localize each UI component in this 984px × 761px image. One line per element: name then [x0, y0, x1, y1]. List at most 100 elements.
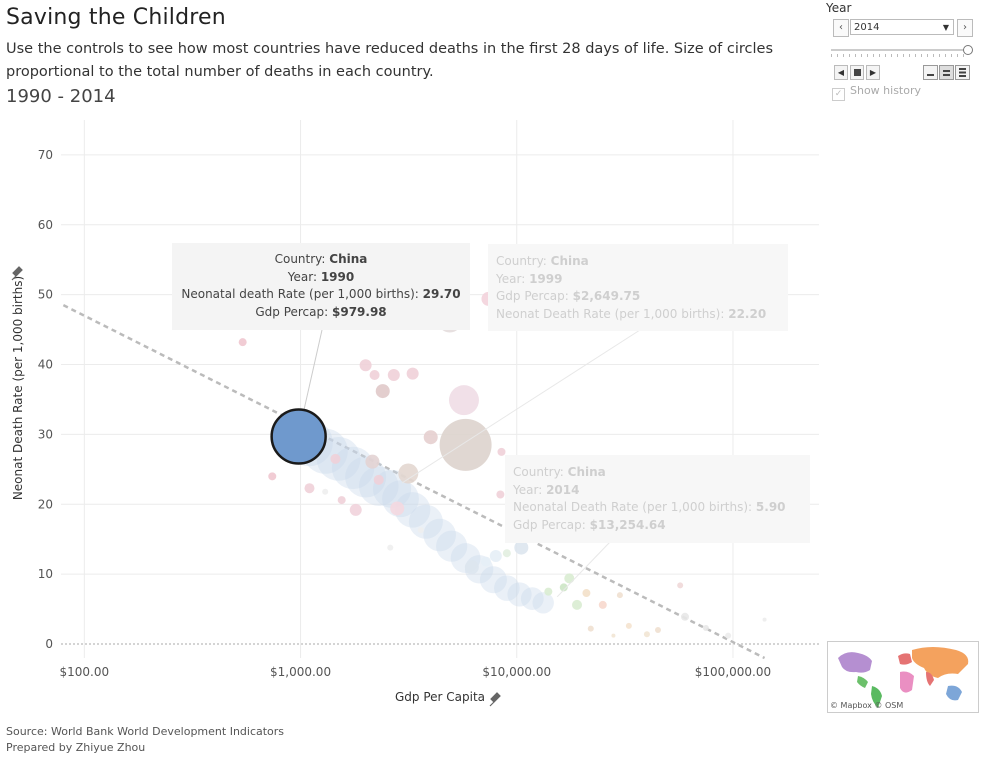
- speed-medium-button[interactable]: [939, 65, 954, 80]
- y-tick-label: 70: [38, 148, 53, 162]
- play-forward-icon: ▶: [869, 68, 877, 77]
- country-point: [373, 474, 384, 485]
- tip-year-value: 1990: [320, 269, 355, 284]
- china-highlight-mark[interactable]: [270, 408, 327, 465]
- x-axis-pin-icon[interactable]: [489, 692, 501, 707]
- tip-rate-label: Neonat Death Rate (per 1,000 births):: [496, 306, 725, 321]
- author-line: Prepared by Zhiyue Zhou: [6, 741, 146, 754]
- tip-year-value: 1999: [529, 271, 563, 286]
- stop-button[interactable]: [850, 65, 864, 80]
- tip-gdp-label: Gdp Percap:: [496, 289, 569, 303]
- speed-slow-button[interactable]: [923, 65, 938, 80]
- y-tick-label: 20: [38, 497, 53, 511]
- country-point: [387, 369, 400, 382]
- tip-rate-label: Neonatal Death Rate (per 1,000 births):: [513, 500, 753, 514]
- country-point: [330, 453, 341, 464]
- country-point: [369, 370, 380, 381]
- tip-country-label: Country:: [496, 254, 547, 268]
- history-trail-point: [331, 446, 375, 490]
- tip-rate-label: Neonatal death Rate (per 1,000 births):: [181, 287, 419, 301]
- stop-icon: [853, 69, 861, 76]
- year-control-panel: Year ‹ 2014 ▼ › ◀ ▶ ✓ Show history: [826, 0, 976, 105]
- country-point: [365, 454, 380, 469]
- play-backward-button[interactable]: ◀: [834, 65, 848, 80]
- play-forward-button[interactable]: ▶: [866, 65, 880, 80]
- tip-country-value: China: [550, 254, 589, 268]
- country-point: [702, 624, 709, 631]
- next-year-button[interactable]: ›: [957, 19, 973, 37]
- tip-gdp-label: Gdp Percap:: [513, 517, 586, 532]
- world-map-icon: [838, 647, 969, 708]
- y-axis-title: Neonat Death Rate (per 1,000 births): [11, 276, 25, 500]
- tip-country-label: Country:: [513, 465, 564, 479]
- x-tick-label: $100.00: [60, 665, 110, 679]
- country-point: [572, 599, 583, 610]
- speed-medium-icon: [943, 70, 950, 76]
- history-trail-point: [436, 530, 468, 562]
- country-point: [398, 463, 419, 484]
- speed-fast-button[interactable]: [955, 65, 970, 80]
- year-dropdown-value: 2014: [854, 22, 880, 33]
- history-trail-point: [358, 466, 399, 506]
- checkbox-icon: ✓: [832, 88, 845, 101]
- history-trail-point: [520, 587, 544, 611]
- history-trail-point: [507, 582, 532, 607]
- history-trail-point: [423, 518, 456, 552]
- tooltip-china-1990: Country: China Year: 1990 Neonatal death…: [172, 243, 470, 330]
- y-axis-pin-icon[interactable]: [11, 266, 23, 281]
- country-point: [417, 527, 424, 534]
- year-slider-thumb[interactable]: [963, 45, 973, 55]
- x-axis-ticks: $100.00 $1,000.00 $10,000.00 $100,000.00: [60, 665, 772, 679]
- country-point: [725, 632, 732, 639]
- y-tick-label: 0: [45, 637, 53, 651]
- map-credit: © Mapbox © OSM: [830, 701, 904, 710]
- tip-year-value: 2014: [546, 482, 580, 497]
- country-point: [464, 560, 479, 575]
- country-point: [322, 488, 329, 495]
- country-point: [643, 631, 650, 638]
- history-trail-point: [394, 492, 431, 528]
- history-trail-point: [494, 575, 520, 601]
- show-history-toggle[interactable]: ✓ Show history: [832, 84, 921, 101]
- y-tick-label: 40: [38, 358, 53, 372]
- tip-country-value: China: [329, 252, 368, 266]
- play-backward-icon: ◀: [837, 68, 845, 77]
- tip-year-label: Year:: [513, 482, 543, 497]
- tip-rate-value: 29.70: [422, 287, 461, 301]
- x-tick-label: $10,000.00: [482, 665, 551, 679]
- country-point: [496, 490, 505, 499]
- country-point: [514, 540, 529, 555]
- dashboard-title: Saving the Children: [6, 5, 226, 30]
- country-point: [390, 501, 405, 516]
- x-tick-label: $100,000.00: [695, 665, 771, 679]
- country-point: [564, 573, 575, 584]
- tooltip-leader-line: [556, 541, 611, 598]
- dashboard-subtitle: Use the controls to see how most countri…: [6, 41, 773, 80]
- country-point: [502, 549, 511, 558]
- tooltip-china-2014: Country: China Year: 2014 Neonatal Death…: [505, 455, 810, 543]
- country-point: [387, 544, 394, 551]
- tooltip-china-1999: Country: China Year: 1999 Gdp Percap: $2…: [488, 244, 788, 331]
- previous-year-button[interactable]: ‹: [833, 19, 849, 37]
- tip-country-value: China: [567, 465, 606, 479]
- speed-slow-icon: [927, 74, 934, 76]
- country-point: [423, 430, 438, 445]
- country-point: [268, 472, 277, 481]
- trend-line: [62, 304, 766, 660]
- year-dropdown[interactable]: 2014 ▼: [850, 19, 954, 35]
- scatter-chart[interactable]: 0 10 20 30 40 50 60 70 $100.00 $1,000.00 $10,000.…: [0, 110, 830, 710]
- x-axis-title: Gdp Per Capita: [395, 690, 485, 704]
- year-range-label: 1990 - 2014: [6, 86, 116, 107]
- country-point: [587, 625, 594, 632]
- country-point: [616, 592, 623, 599]
- world-map-legend[interactable]: © Mapbox © OSM: [827, 641, 979, 713]
- tip-year-label: Year:: [287, 269, 317, 284]
- country-point: [497, 447, 506, 456]
- history-trail-point: [479, 566, 507, 594]
- chevron-left-icon: ‹: [839, 22, 843, 33]
- country-point: [625, 622, 632, 629]
- tip-country-label: Country:: [274, 252, 326, 266]
- tip-rate-value: 22.20: [728, 306, 767, 321]
- year-slider-track[interactable]: [831, 49, 967, 51]
- country-point: [349, 503, 362, 516]
